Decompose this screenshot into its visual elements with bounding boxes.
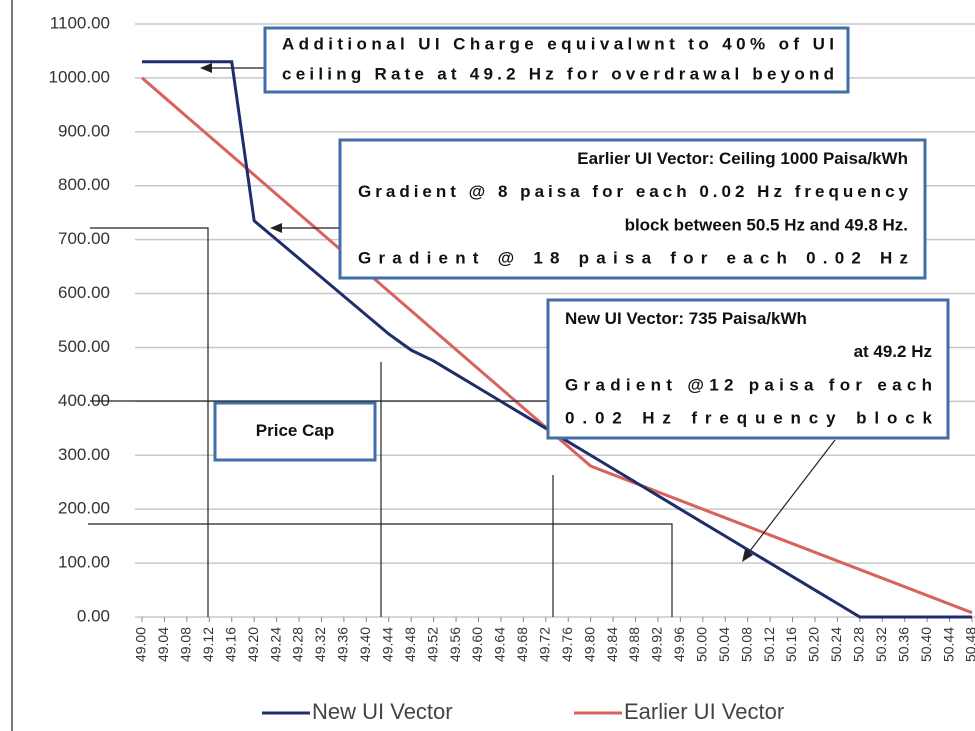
x-tick-label: 49.20 xyxy=(245,627,261,662)
annotation-box xyxy=(263,26,850,94)
y-tick-label: 900.00 xyxy=(58,121,110,140)
y-tick-label: 100.00 xyxy=(58,553,110,572)
x-tick-label: 50.36 xyxy=(895,627,911,662)
x-tick-label: 50.32 xyxy=(873,627,889,662)
annotation-text: Earlier UI Vector: Ceiling 1000 Paisa/kW… xyxy=(577,149,908,168)
y-tick-label: 500.00 xyxy=(58,337,110,356)
arrow-head xyxy=(742,549,753,562)
x-tick-label: 49.60 xyxy=(469,627,485,662)
x-tick-label: 50.28 xyxy=(851,627,867,662)
x-tick-label: 49.16 xyxy=(222,627,238,662)
x-tick-label: 49.44 xyxy=(379,627,395,662)
y-tick-label: 1100.00 xyxy=(50,13,110,32)
annotation-box xyxy=(546,298,950,440)
x-tick-label: 50.40 xyxy=(918,627,934,662)
x-tick-label: 49.00 xyxy=(133,627,149,662)
annotation-text: at 49.2 Hz xyxy=(854,342,932,361)
x-tick-label: 50.20 xyxy=(806,627,822,662)
x-tick-label: 50.44 xyxy=(940,627,956,662)
annotation-box xyxy=(213,401,377,462)
x-tick-label: 50.12 xyxy=(761,627,777,662)
arrow-head xyxy=(200,63,212,73)
x-tick-label: 49.32 xyxy=(312,627,328,662)
arrow-head xyxy=(270,223,282,233)
x-tick-label: 50.04 xyxy=(716,627,732,662)
x-tick-label: 49.12 xyxy=(200,627,216,662)
connector xyxy=(90,227,209,617)
x-tick-label: 49.04 xyxy=(155,627,171,662)
x-tick-label: 49.76 xyxy=(559,627,575,662)
x-tick-label: 49.08 xyxy=(178,627,194,662)
y-tick-label: 300.00 xyxy=(58,445,110,464)
y-tick-label: 800.00 xyxy=(58,175,110,194)
y-tick-label: 200.00 xyxy=(58,499,110,518)
legend-label: Earlier UI Vector xyxy=(624,699,784,724)
annotation-connectors xyxy=(88,63,836,617)
annotation-text: Gradient @12 paisa for each xyxy=(565,375,932,394)
x-tick-label: 50.16 xyxy=(783,627,799,662)
x-tick-label: 49.52 xyxy=(424,627,440,662)
annotation-text: block between 50.5 Hz and 49.8 Hz. xyxy=(625,215,908,234)
annotation-box xyxy=(338,138,927,280)
annotation-text: ceiling Rate at 49.2 Hz for overdrawal b… xyxy=(282,65,834,84)
x-tick-label: 49.48 xyxy=(402,627,418,662)
x-tick-label: 49.80 xyxy=(581,627,597,662)
x-tick-label: 49.24 xyxy=(267,627,283,662)
x-tick-label: 50.24 xyxy=(828,627,844,662)
connector xyxy=(88,523,673,617)
x-tick-label: 49.92 xyxy=(649,627,665,662)
x-tick-label: 49.96 xyxy=(671,627,687,662)
legend-label: New UI Vector xyxy=(312,699,453,724)
annotation-text: Price Cap xyxy=(256,421,334,440)
x-tick-label: 49.56 xyxy=(447,627,463,662)
x-tick-label: 49.88 xyxy=(626,627,642,662)
y-tick-label: 0.00 xyxy=(77,606,110,625)
x-tick-label: 50.08 xyxy=(738,627,754,662)
y-tick-label: 600.00 xyxy=(58,283,110,302)
y-tick-label: 400.00 xyxy=(58,391,110,410)
x-tick-label: 50.00 xyxy=(694,627,710,662)
annotation-text: New UI Vector: 735 Paisa/kWh xyxy=(565,309,807,328)
x-tick-label: 49.36 xyxy=(335,627,351,662)
x-tick-label: 49.40 xyxy=(357,627,373,662)
y-tick-label: 700.00 xyxy=(58,229,110,248)
arrow xyxy=(745,439,836,557)
x-tick-label: 49.28 xyxy=(290,627,306,662)
x-tick-label: 49.68 xyxy=(514,627,530,662)
x-tick-label: 49.72 xyxy=(536,627,552,662)
x-tick-label: 50.48 xyxy=(963,627,975,662)
x-tick-label: 49.84 xyxy=(604,627,620,662)
x-tick-label: 49.64 xyxy=(492,627,508,662)
y-tick-label: 1000.00 xyxy=(49,67,110,86)
annotation-text: Gradient @ 18 paisa for each 0.02 Hz xyxy=(358,249,908,268)
